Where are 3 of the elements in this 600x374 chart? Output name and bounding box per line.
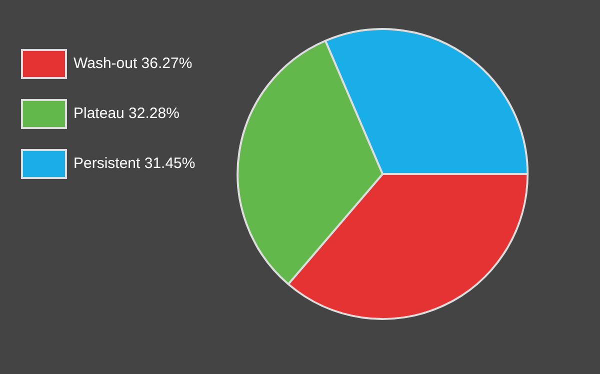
legend-label: Persistent 31.45% bbox=[74, 155, 196, 172]
legend-label: Plateau 32.28% bbox=[74, 105, 180, 122]
legend-label: Wash-out 36.27% bbox=[74, 55, 192, 72]
